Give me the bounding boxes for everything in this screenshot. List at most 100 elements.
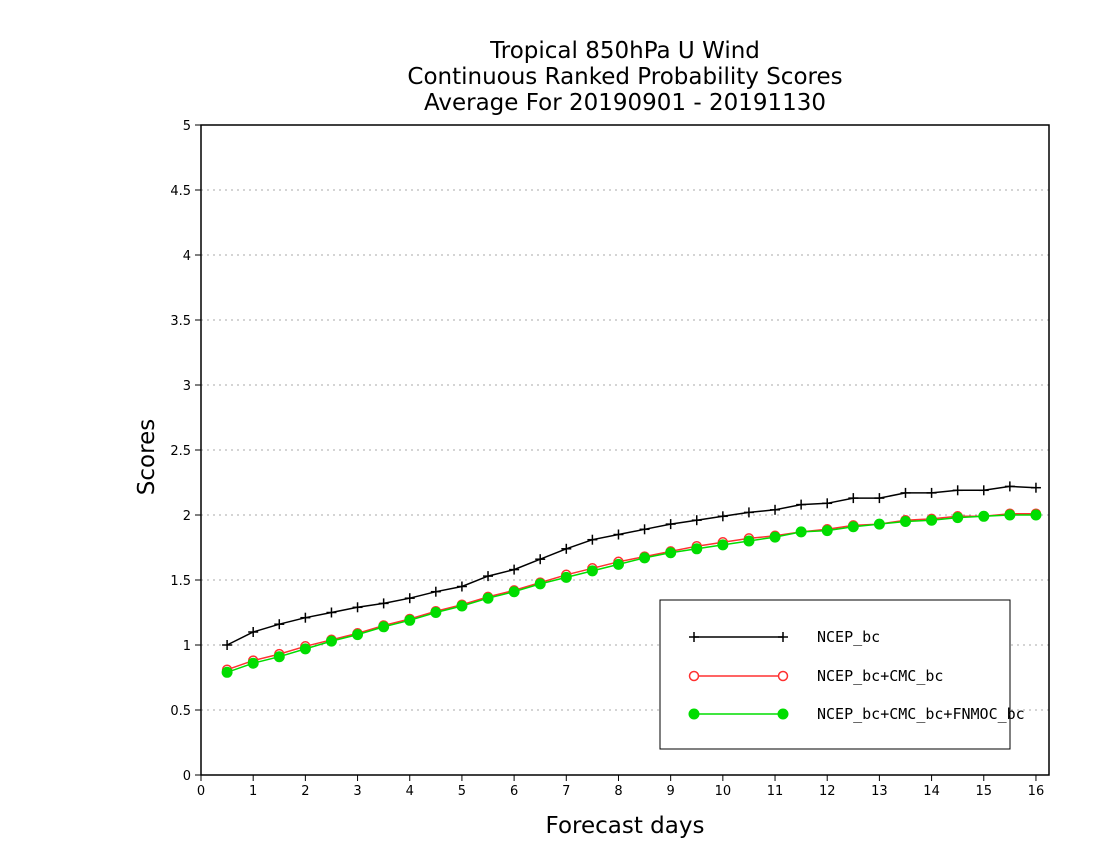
x-tick-label: 16 — [1028, 784, 1045, 799]
series-lines — [221, 481, 1042, 678]
data-point — [483, 571, 494, 582]
x-tick-label: 10 — [715, 784, 732, 799]
title-line-1: Tropical 850hPa U Wind — [489, 38, 760, 64]
data-point — [613, 529, 624, 540]
data-point — [325, 635, 337, 647]
data-point — [534, 578, 546, 590]
y-tick-label: 1.5 — [170, 574, 191, 589]
y-tick-label: 4 — [183, 249, 191, 264]
x-tick-label: 6 — [510, 784, 518, 799]
data-point — [665, 547, 677, 559]
data-point — [821, 525, 833, 537]
series-0 — [222, 481, 1041, 650]
data-point — [1004, 481, 1015, 492]
data-point — [221, 666, 233, 678]
x-tick-label: 4 — [406, 784, 414, 799]
data-point — [509, 564, 520, 575]
x-axis-label: Forecast days — [546, 813, 705, 839]
data-point — [508, 586, 520, 598]
data-point — [978, 510, 990, 522]
data-point — [352, 629, 364, 641]
legend-marker — [777, 708, 789, 720]
data-point — [456, 581, 467, 592]
data-point — [874, 493, 885, 504]
data-point — [769, 531, 781, 543]
data-point — [1004, 509, 1016, 521]
data-point — [299, 643, 311, 655]
data-point — [456, 600, 468, 612]
x-tick-label: 1 — [249, 784, 257, 799]
data-point — [378, 598, 389, 609]
data-point — [561, 543, 572, 554]
data-point — [300, 612, 311, 623]
data-point — [770, 504, 781, 515]
data-point — [430, 607, 442, 618]
data-point — [1030, 509, 1042, 521]
data-point — [795, 526, 807, 538]
y-tick-label: 3.5 — [170, 314, 191, 329]
legend-box — [659, 599, 1011, 750]
data-point — [796, 499, 807, 510]
data-point — [378, 621, 390, 633]
data-point — [717, 511, 728, 522]
title-line-3: Average For 20190901 - 20191130 — [424, 90, 826, 116]
data-point — [560, 571, 572, 583]
y-tick-label: 0 — [183, 769, 191, 784]
chart-title: Tropical 850hPa U Wind Continuous Ranked… — [407, 38, 842, 116]
y-tick-label: 4.5 — [170, 184, 191, 199]
x-tick-label: 5 — [458, 784, 466, 799]
y-tick-label: 1 — [183, 639, 191, 654]
data-point — [587, 534, 598, 545]
data-point — [899, 516, 911, 527]
tick-labels: 00.511.522.533.544.550 1 2 3 4 5 6 7 8 9 10 11 12 13 1… — [170, 119, 1044, 799]
legend-marker — [689, 632, 699, 642]
data-point — [639, 552, 651, 564]
legend-label: NCEP_bc+CMC_bc — [817, 667, 943, 685]
data-point — [248, 627, 259, 637]
legend-label: NCEP_bc — [817, 628, 880, 646]
legend-marker — [688, 670, 700, 682]
data-point — [222, 640, 233, 650]
data-point — [273, 651, 285, 663]
data-point — [822, 498, 833, 509]
legend-label: NCEP_bc+CMC_bc+FNMOC_bc — [817, 705, 1025, 723]
legend-marker — [688, 708, 700, 720]
data-point — [430, 586, 441, 597]
x-tick-label: 2 — [301, 784, 309, 799]
axes — [195, 124, 1050, 781]
x-tick-label: 11 — [767, 784, 784, 799]
series-2 — [221, 509, 1042, 678]
x-tick-label: 8 — [614, 784, 622, 799]
data-point — [978, 485, 989, 496]
x-tick-label: 3 — [353, 784, 361, 799]
x-tick-label: 0 — [197, 784, 205, 799]
data-point — [535, 554, 546, 565]
y-tick-label: 5 — [183, 119, 191, 134]
data-point — [352, 602, 363, 613]
data-point — [691, 515, 702, 526]
data-point — [900, 487, 911, 498]
y-axis-label: Scores — [134, 419, 160, 495]
legend: NCEP_bc NCEP_bc+CMC_bc NCEP_bc+CMC_bc+FNMO… — [659, 599, 1025, 750]
data-point — [247, 657, 259, 669]
x-tick-label: 13 — [871, 784, 888, 799]
data-point — [665, 519, 676, 530]
data-point — [952, 512, 964, 524]
x-tick-label: 7 — [562, 784, 570, 799]
data-point — [691, 543, 703, 555]
data-point — [926, 487, 937, 498]
data-point — [743, 535, 755, 547]
x-tick-label: 15 — [975, 784, 992, 799]
data-point — [873, 518, 885, 530]
data-point — [926, 514, 938, 526]
data-point — [326, 607, 337, 618]
x-tick-label: 12 — [819, 784, 836, 799]
x-tick-label: 14 — [923, 784, 940, 799]
data-point — [404, 593, 415, 604]
data-point — [482, 592, 494, 604]
data-point — [952, 485, 963, 496]
data-point — [847, 521, 859, 533]
y-tick-label: 2 — [183, 509, 191, 524]
title-line-2: Continuous Ranked Probability Scores — [407, 64, 842, 90]
